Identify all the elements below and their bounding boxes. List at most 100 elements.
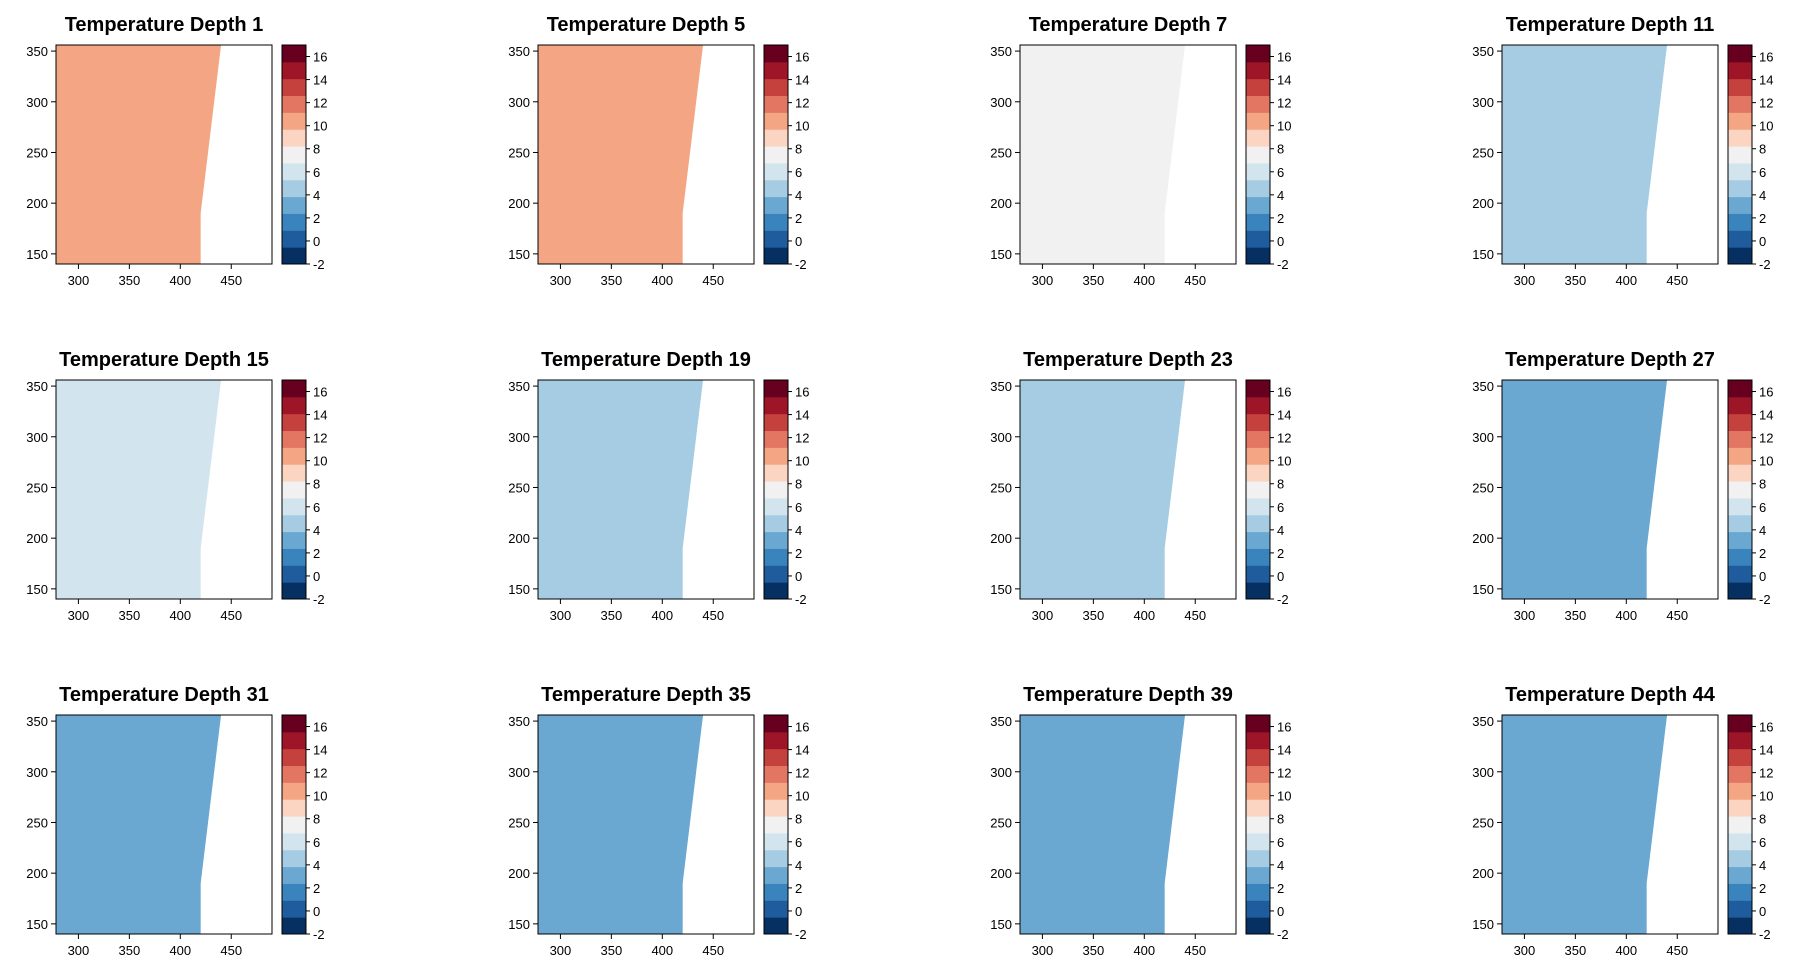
colorbar-segment xyxy=(1246,196,1270,214)
colorbar-segment xyxy=(764,95,788,113)
colorbar-segment xyxy=(1728,582,1752,600)
colorbar-segment xyxy=(1246,481,1270,499)
y-tick-label: 250 xyxy=(26,145,48,160)
colorbar-tick-label: 10 xyxy=(313,119,327,134)
y-tick-label: 150 xyxy=(26,582,48,597)
x-tick-label: 300 xyxy=(68,608,90,623)
x-tick-label: 350 xyxy=(601,943,623,958)
colorbar-segment xyxy=(764,582,788,600)
colorbar-segment xyxy=(1246,95,1270,113)
x-tick-label: 350 xyxy=(119,608,141,623)
colorbar-segment xyxy=(1246,396,1270,415)
colorbar-frame xyxy=(763,714,789,935)
y-tick-label: 300 xyxy=(26,765,48,780)
x-tick-label: 450 xyxy=(220,943,242,958)
x-tick-label: 300 xyxy=(68,273,90,288)
colorbar-segment xyxy=(1728,430,1752,448)
colorbar-segment xyxy=(1728,765,1752,783)
panel-title: Temperature Depth 44 xyxy=(1505,684,1716,706)
colorbar-segment xyxy=(1246,230,1270,248)
y-tick-label: 250 xyxy=(990,480,1012,495)
colorbar-segment xyxy=(764,396,788,415)
colorbar-tick-label: 4 xyxy=(1759,858,1766,873)
colorbar-tick-label: -2 xyxy=(795,592,807,607)
colorbar-segment xyxy=(764,430,788,448)
y-tick-label: 150 xyxy=(508,917,530,932)
colorbar-tick-label: 8 xyxy=(1759,477,1766,492)
colorbar-segment xyxy=(282,413,306,432)
colorbar-segment xyxy=(1246,883,1270,901)
x-tick-label: 450 xyxy=(1666,273,1688,288)
colorbar-segment xyxy=(764,782,788,800)
colorbar-tick-label: 14 xyxy=(1759,408,1773,423)
colorbar-tick-label: 10 xyxy=(795,119,809,134)
y-tick-label: 300 xyxy=(508,430,530,445)
heatmap-panel: Temperature Depth 5 300 350 400 450 150 200 250… xyxy=(482,0,882,300)
y-tick-label: 350 xyxy=(508,714,530,729)
colorbar-tick-label: 16 xyxy=(313,720,327,735)
colorbar-segment xyxy=(1246,799,1270,817)
colorbar-segment xyxy=(1246,565,1270,583)
colorbar-segment xyxy=(1246,731,1270,750)
x-tick-label: 300 xyxy=(550,273,572,288)
y-tick-label: 350 xyxy=(1472,44,1494,59)
heatmap-panel: Temperature Depth 1 300 350 400 450 150 200 250… xyxy=(0,0,400,300)
colorbar-segment xyxy=(282,883,306,901)
colorbar-segment xyxy=(1728,196,1752,214)
colorbar-tick-label: -2 xyxy=(1759,592,1771,607)
colorbar-segment xyxy=(1246,162,1270,181)
colorbar-tick-label: 16 xyxy=(1759,50,1773,65)
colorbar-tick-label: 10 xyxy=(795,454,809,469)
colorbar-segment xyxy=(764,866,788,884)
colorbar-segment xyxy=(282,582,306,600)
colorbar-tick-label: -2 xyxy=(313,927,325,942)
panel-title: Temperature Depth 31 xyxy=(59,684,269,706)
x-tick-label: 350 xyxy=(119,943,141,958)
colorbar-segment xyxy=(1728,548,1752,566)
colorbar-tick-label: 16 xyxy=(1277,385,1291,400)
colorbar-segment xyxy=(764,162,788,181)
colorbar-tick-label: 0 xyxy=(795,234,802,249)
colorbar-tick-label: 6 xyxy=(313,500,320,515)
colorbar-tick-label: 2 xyxy=(795,881,802,896)
x-tick-label: 400 xyxy=(169,273,191,288)
colorbar-segment xyxy=(1246,514,1270,533)
colorbar-tick-label: 8 xyxy=(313,142,320,157)
y-tick-label: 350 xyxy=(508,379,530,394)
colorbar-segment xyxy=(282,832,306,851)
plot-frame xyxy=(537,379,755,600)
y-tick-label: 200 xyxy=(26,866,48,881)
x-tick-label: 450 xyxy=(1666,608,1688,623)
heatmap-svg: Temperature Depth 44 300 350 400 450 150 200 25… xyxy=(1472,684,1773,958)
colorbar-segment xyxy=(1728,799,1752,817)
colorbar-tick-label: 16 xyxy=(795,720,809,735)
x-tick-label: 350 xyxy=(119,273,141,288)
colorbar-segment xyxy=(1728,514,1752,533)
colorbar-segment xyxy=(282,146,306,164)
colorbar-tick-label: 12 xyxy=(313,766,327,781)
colorbar-segment xyxy=(1728,464,1752,482)
colorbar-segment xyxy=(764,129,788,147)
plot-frame xyxy=(1019,714,1237,935)
y-tick-label: 300 xyxy=(26,95,48,110)
colorbar-tick-label: 0 xyxy=(1759,234,1766,249)
heatmap-svg: Temperature Depth 31 300 350 400 450 150 200 25… xyxy=(26,684,327,958)
colorbar-segment xyxy=(282,765,306,783)
colorbar-tick-label: 10 xyxy=(1759,119,1773,134)
colorbar-tick-label: 2 xyxy=(313,211,320,226)
colorbar-tick-label: 2 xyxy=(313,546,320,561)
colorbar-segment xyxy=(1728,112,1752,130)
x-tick-label: 300 xyxy=(1514,608,1536,623)
colorbar-segment xyxy=(282,179,306,198)
panel-title: Temperature Depth 15 xyxy=(59,349,269,371)
heatmap-svg: Temperature Depth 11 300 350 400 450 150 200 25… xyxy=(1472,14,1773,288)
x-tick-label: 450 xyxy=(1184,273,1206,288)
x-tick-label: 400 xyxy=(651,608,673,623)
colorbar-segment xyxy=(1728,816,1752,834)
colorbar-segment xyxy=(764,179,788,198)
colorbar-segment xyxy=(764,78,788,97)
colorbar-tick-label: 8 xyxy=(795,812,802,827)
masked-region xyxy=(1646,380,1718,599)
colorbar-segment xyxy=(764,112,788,130)
colorbar-segment xyxy=(764,748,788,767)
